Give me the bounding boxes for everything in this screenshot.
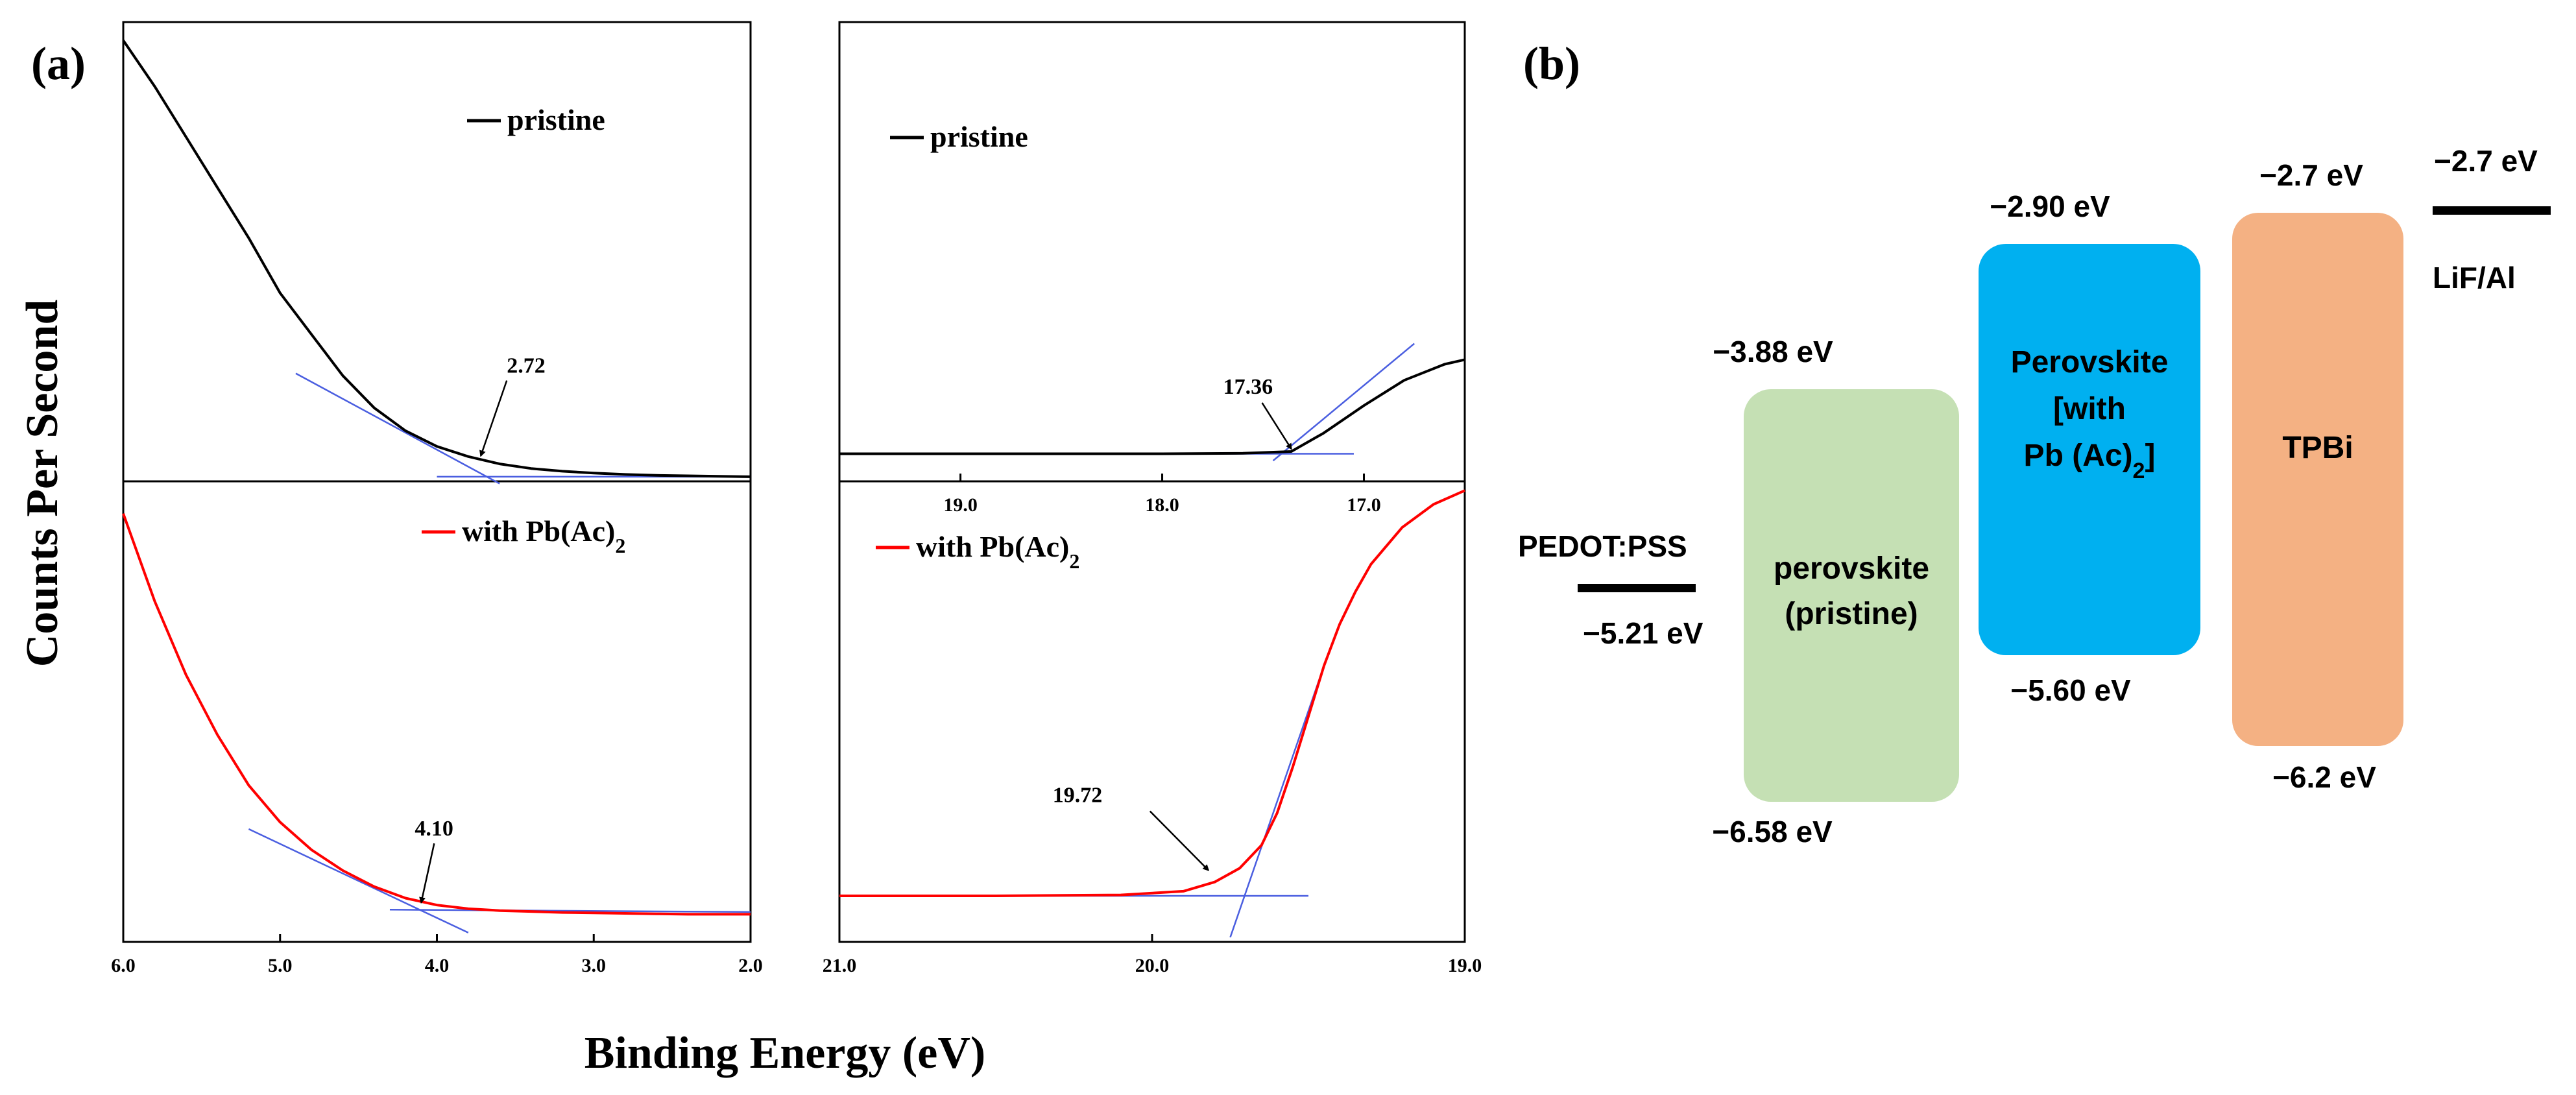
x-tick-label: 17.0 xyxy=(1347,494,1381,516)
level-bar xyxy=(1578,584,1696,592)
legend-label: pristine xyxy=(930,120,1028,153)
x-tick-label: 18.0 xyxy=(1145,494,1179,516)
legend-label: with Pb(Ac)2 xyxy=(462,514,625,557)
x-tick-label: 21.0 xyxy=(823,955,857,976)
x-tick-label: 5.0 xyxy=(268,955,293,976)
annotation: 19.72 xyxy=(1053,784,1210,871)
panel-label-a: (a) xyxy=(31,38,86,90)
box-label-line3-main: Pb (Ac) xyxy=(2024,439,2133,473)
x-tick-label: 19.0 xyxy=(1448,955,1482,976)
chart-vb-pbac: 6.0 5.0 4.0 3.0 2.0 with Pb(Ac)2 4.10 xyxy=(111,513,763,976)
annotation-arrow xyxy=(1261,402,1292,450)
x-tick-label: 20.0 xyxy=(1135,955,1170,976)
box-label-line1: TPBi xyxy=(2282,431,2353,465)
legend: pristine xyxy=(890,120,1028,153)
legend-label-sub: 2 xyxy=(1069,549,1079,573)
box-top-energy: −2.90 eV xyxy=(1990,189,2110,223)
x-tick-label: 6.0 xyxy=(111,955,136,976)
fit-line xyxy=(1272,343,1415,462)
annotation-label: 19.72 xyxy=(1053,784,1103,808)
right-plot-frame xyxy=(838,21,1466,943)
box-label-line2: [with xyxy=(2053,392,2126,426)
level-energy: −2.7 eV xyxy=(2434,144,2538,178)
level-lif-al: −2.7 eV LiF/Al xyxy=(2433,144,2551,295)
chart-vb-pristine: pristine 2.72 xyxy=(122,40,751,485)
box-label-line3-tail: ] xyxy=(2145,439,2155,473)
level-name: PEDOT:PSS xyxy=(1518,529,1687,563)
annotation-arrow xyxy=(1149,810,1210,871)
legend-label: pristine xyxy=(507,103,605,136)
series-line-pristine xyxy=(839,358,1465,455)
y-axis-title: Counts Per Second xyxy=(18,300,67,668)
x-ticks: 6.0 5.0 4.0 3.0 2.0 xyxy=(111,934,763,976)
fit-lines xyxy=(248,828,751,933)
fit-line xyxy=(248,828,469,933)
box-bottom-energy: −6.58 eV xyxy=(1712,815,1833,848)
annotation: 4.10 xyxy=(415,817,453,904)
box-tpbi: −2.7 eV TPBi −6.2 eV xyxy=(2232,158,2403,794)
x-tick-label: 4.0 xyxy=(425,955,450,976)
box-bottom-energy: −5.60 eV xyxy=(2010,673,2131,707)
annotation-arrow xyxy=(479,380,508,457)
chart-cutoff-pbac: 21.0 20.0 19.0 with Pb(Ac)2 19.72 xyxy=(823,489,1482,976)
annotation-label: 4.10 xyxy=(415,817,453,841)
x-ticks: 19.0 18.0 17.0 xyxy=(943,474,1381,516)
box-perovskite-pristine: −3.88 eV perovskite (pristine) −6.58 eV xyxy=(1712,335,1959,848)
box-label-line3: Pb (Ac)2] xyxy=(2024,439,2156,483)
x-axis-title: Binding Energy (eV) xyxy=(584,1028,985,1078)
left-plot-frame xyxy=(122,21,752,943)
band-box xyxy=(1979,244,2200,655)
box-label-line1: Perovskite xyxy=(2011,345,2169,379)
legend-label: with Pb(Ac)2 xyxy=(916,530,1079,573)
series-line-pristine xyxy=(122,40,751,478)
annotation-label: 17.36 xyxy=(1223,375,1273,399)
fit-line xyxy=(1229,665,1325,938)
legend: pristine xyxy=(467,103,605,136)
fit-line xyxy=(295,372,500,485)
box-top-energy: −2.7 eV xyxy=(2259,158,2363,192)
legend: with Pb(Ac)2 xyxy=(422,514,625,557)
box-top-energy: −3.88 eV xyxy=(1713,335,1833,368)
x-ticks: 21.0 20.0 19.0 xyxy=(823,934,1482,976)
legend: with Pb(Ac)2 xyxy=(876,530,1079,573)
annotation: 2.72 xyxy=(479,354,546,457)
panel-label-b: (b) xyxy=(1523,38,1580,90)
x-tick-label: 19.0 xyxy=(943,494,978,516)
series-line-pbac xyxy=(839,489,1465,897)
legend-label-main: with Pb(Ac) xyxy=(916,530,1069,563)
energy-diagram: PEDOT:PSS −5.21 eV −3.88 eV perovskite (… xyxy=(1518,144,2551,848)
level-energy: −5.21 eV xyxy=(1583,616,1703,650)
box-perovskite-pbac: −2.90 eV Perovskite [with Pb (Ac)2] −5.6… xyxy=(1979,189,2200,707)
legend-label-sub: 2 xyxy=(615,534,625,557)
band-box xyxy=(2232,213,2403,746)
x-tick-label: 3.0 xyxy=(582,955,607,976)
box-label-line1: perovskite xyxy=(1774,551,1929,586)
level-name: LiF/Al xyxy=(2433,261,2516,295)
annotation-label: 2.72 xyxy=(507,354,546,378)
legend-label-main: with Pb(Ac) xyxy=(462,514,615,548)
level-pedot-pss: PEDOT:PSS −5.21 eV xyxy=(1518,529,1703,650)
annotation: 17.36 xyxy=(1223,375,1292,450)
fit-line xyxy=(389,909,751,913)
series-line-pbac xyxy=(122,513,751,916)
box-label-line2: (pristine) xyxy=(1785,597,1918,631)
band-box xyxy=(1744,389,1959,802)
box-label-line3-sub: 2 xyxy=(2133,459,2145,483)
annotation-arrow xyxy=(419,843,435,904)
level-bar xyxy=(2433,206,2551,215)
box-bottom-energy: −6.2 eV xyxy=(2272,760,2376,794)
x-tick-label: 2.0 xyxy=(738,955,763,976)
chart-cutoff-pristine: 19.0 18.0 17.0 pristine 17.36 xyxy=(839,120,1465,516)
fit-lines xyxy=(839,343,1415,462)
